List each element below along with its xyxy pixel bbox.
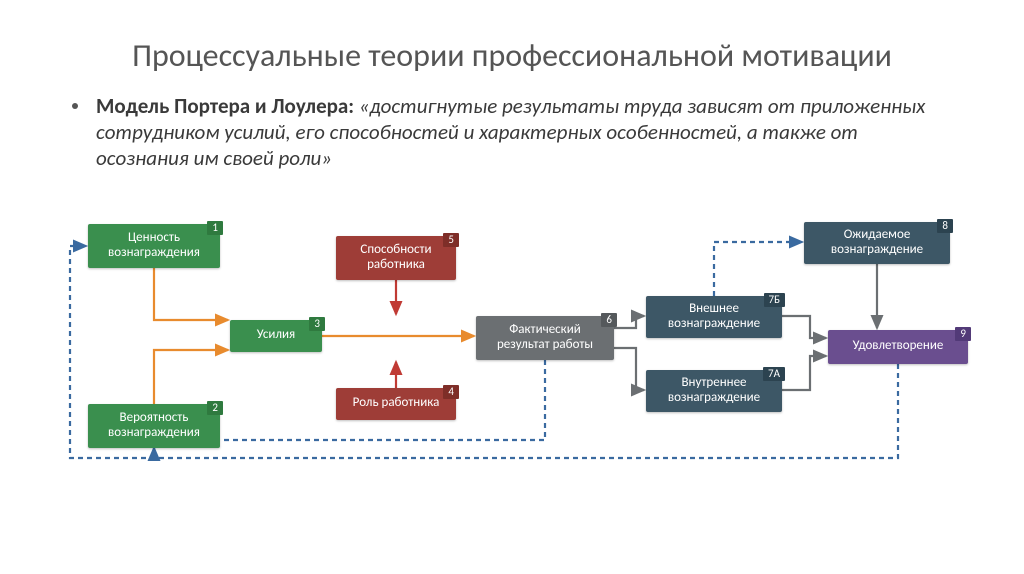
node-tag-n3: 3 bbox=[309, 317, 325, 332]
flow-diagram: Ценностьвознаграждения1 Вероятностьвознаг… bbox=[0, 180, 1024, 480]
node-tag-n9: 9 bbox=[955, 327, 971, 342]
node-n2: Вероятностьвознаграждения2 bbox=[88, 404, 220, 448]
node-tag-n4: 4 bbox=[443, 385, 459, 400]
node-tag-n7b: 7Б bbox=[764, 293, 786, 308]
bullet-icon bbox=[72, 103, 78, 109]
node-tag-n7a: 7А bbox=[763, 367, 785, 382]
para-lead: Модель Портера и Лоулера: bbox=[96, 93, 359, 119]
node-n8: Ожидаемоевознаграждение8 bbox=[804, 222, 950, 264]
node-n9: Удовлетворение9 bbox=[828, 330, 968, 364]
node-tag-n1: 1 bbox=[207, 221, 223, 236]
node-n3: Усилия3 bbox=[230, 320, 322, 352]
node-tag-n6: 6 bbox=[601, 313, 617, 328]
node-n5: Способностиработника5 bbox=[336, 236, 456, 280]
node-n7a: Внутреннеевознаграждение7А bbox=[646, 370, 782, 412]
page-title: Процессуальные теории профессиональной м… bbox=[0, 0, 1024, 75]
node-tag-n8: 8 bbox=[937, 219, 953, 234]
node-tag-n2: 2 bbox=[207, 401, 223, 416]
node-n4: Роль работника4 bbox=[336, 388, 456, 420]
body-paragraph: Модель Портера и Лоулера: «достигнутые р… bbox=[0, 75, 1024, 172]
node-n1: Ценностьвознаграждения1 bbox=[88, 224, 220, 268]
node-n7b: Внешнеевознаграждение7Б bbox=[646, 296, 782, 338]
node-n6: Фактическийрезультат работы6 bbox=[476, 316, 614, 360]
node-tag-n5: 5 bbox=[443, 233, 459, 248]
